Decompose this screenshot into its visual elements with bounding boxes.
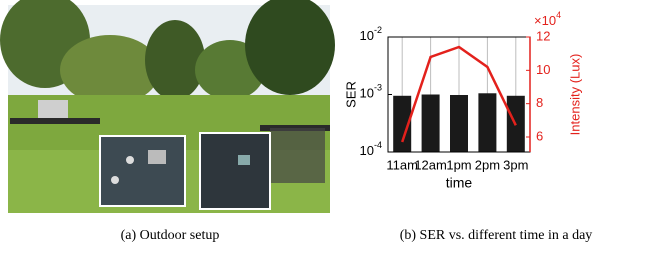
tick-label: 10-3	[360, 83, 382, 101]
tick-base: 10	[360, 28, 374, 43]
y2-tick-label: 10	[536, 62, 550, 77]
tick-label: 10-2	[360, 25, 382, 43]
x-tick-label: 11am	[386, 157, 418, 172]
tick-label: 10-4	[360, 140, 382, 158]
tick-exponent: -3	[374, 83, 382, 93]
tick-label: ×104	[534, 10, 561, 28]
tick-base: 10	[360, 143, 374, 158]
bar	[422, 95, 440, 153]
x-axis-label: time	[446, 175, 473, 191]
y2-axis-label: Intensity (Lux)	[567, 54, 582, 136]
caption: (b) SER vs. different time in a day	[400, 228, 593, 243]
y2-tick-label: 6	[536, 128, 543, 143]
caption: (a) Outdoor setup	[121, 228, 220, 243]
photo	[0, 0, 335, 213]
x-tick-label: 2pm	[475, 157, 500, 172]
tick-exponent: -4	[374, 140, 382, 150]
y2-tick-label: 12	[536, 28, 550, 43]
bar	[478, 93, 496, 152]
x-tick-label: 12am	[414, 157, 447, 172]
y-axis-label: SER	[343, 81, 358, 108]
y2-tick-label: 8	[536, 95, 543, 110]
bar	[450, 95, 468, 152]
figure: (a) Outdoor setup (b) SER vs. different …	[0, 0, 662, 248]
x-tick-label: 1pm	[446, 157, 471, 172]
tick-base: 10	[360, 86, 374, 101]
tick-exponent: 4	[556, 10, 561, 20]
tick-base: ×10	[534, 13, 556, 28]
tick-exponent: -2	[374, 25, 382, 35]
x-tick-label: 3pm	[503, 157, 528, 172]
